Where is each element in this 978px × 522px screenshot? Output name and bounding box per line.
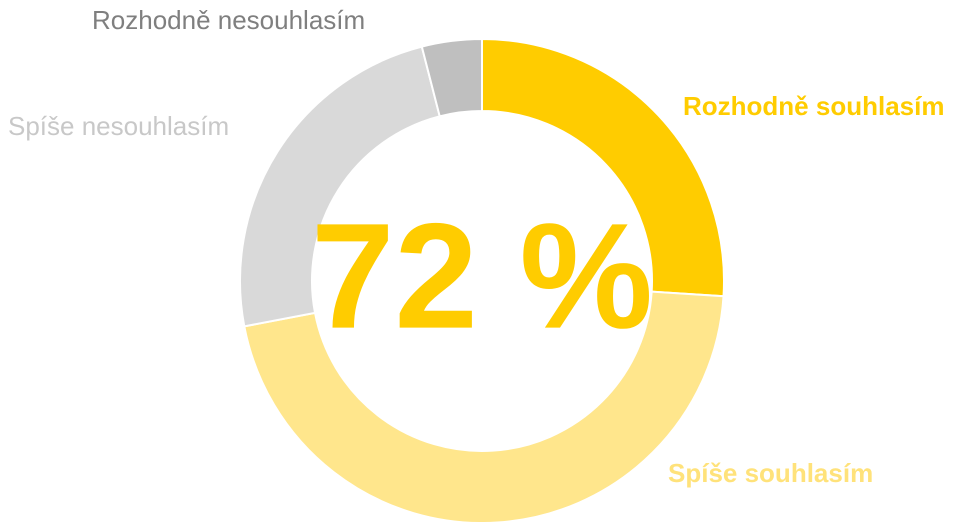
donut-segment <box>243 290 725 522</box>
segment-label: Spíše souhlasím <box>668 458 873 488</box>
donut-segment <box>420 37 483 118</box>
donut-segment <box>481 37 725 298</box>
donut-segment <box>239 45 441 328</box>
segment-label: Spíše nesouhlasím <box>8 111 229 141</box>
segment-label: Rozhodně souhlasím <box>683 91 944 121</box>
center-label: 72 % <box>311 192 653 360</box>
segment-label: Rozhodně nesouhlasím <box>92 5 365 35</box>
